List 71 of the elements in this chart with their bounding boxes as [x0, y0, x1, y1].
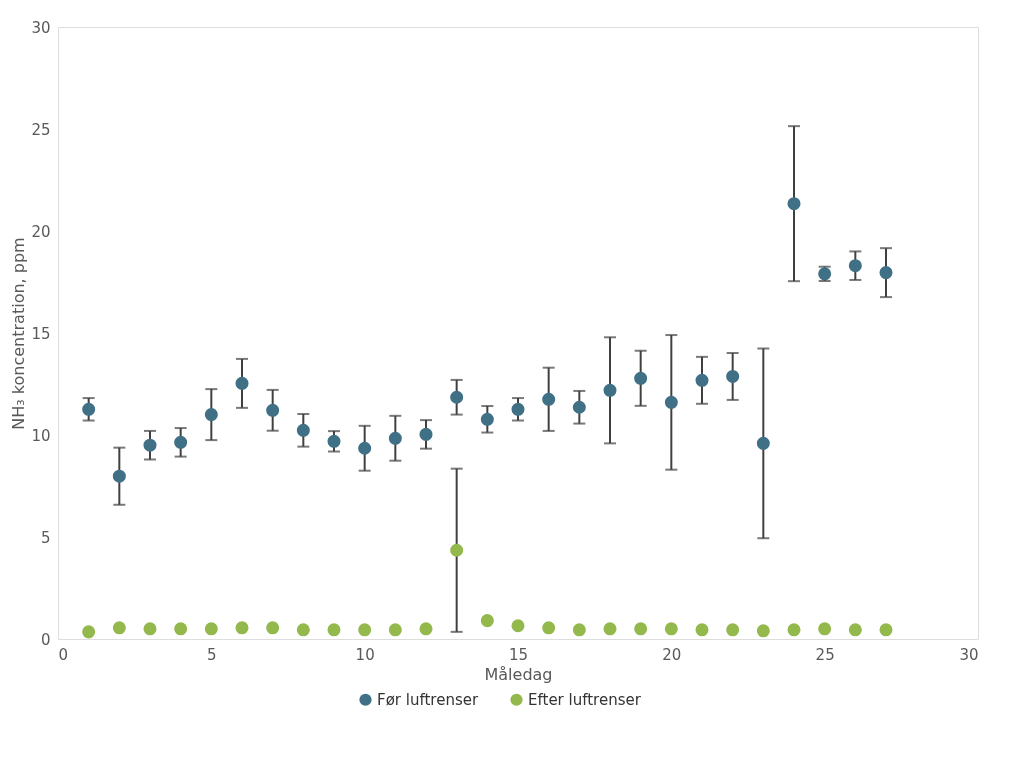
point — [572, 400, 586, 414]
point — [266, 621, 280, 635]
point — [112, 469, 126, 483]
y-axis-title: NH₃ koncentration, ppm — [9, 237, 29, 430]
point — [143, 622, 157, 636]
legend-label: Efter luftrenser — [528, 690, 642, 709]
point — [235, 621, 249, 635]
point — [572, 623, 586, 637]
point — [112, 621, 126, 635]
y-tick-label: 25 — [31, 120, 51, 139]
point — [480, 614, 494, 628]
point — [204, 408, 218, 422]
point — [542, 392, 556, 406]
y-tick-label: 15 — [31, 324, 51, 343]
point — [634, 622, 648, 636]
point — [787, 623, 801, 637]
x-tick-label: 30 — [959, 645, 979, 664]
point — [450, 543, 464, 557]
point — [511, 402, 525, 416]
point — [603, 383, 617, 397]
point — [726, 623, 740, 637]
point — [664, 395, 678, 409]
point — [848, 623, 862, 637]
point — [664, 622, 678, 636]
point — [174, 622, 188, 636]
point — [296, 623, 310, 637]
y-tick-label: 0 — [40, 630, 51, 649]
point — [450, 390, 464, 404]
point — [82, 402, 96, 416]
y-tick-label: 20 — [31, 222, 51, 241]
point — [634, 371, 648, 385]
point — [296, 423, 310, 437]
point — [358, 441, 372, 455]
point — [327, 623, 341, 637]
x-axis-title: Måledag — [484, 664, 553, 684]
x-tick-label: 25 — [815, 645, 835, 664]
y-tick-label: 30 — [31, 18, 51, 37]
y-tick-label: 5 — [40, 528, 51, 547]
point — [235, 376, 249, 390]
point — [358, 623, 372, 637]
point — [419, 622, 433, 636]
point — [695, 373, 709, 387]
point — [726, 369, 740, 383]
point — [603, 622, 617, 636]
x-tick-label: 10 — [355, 645, 375, 664]
point — [787, 197, 801, 211]
point — [327, 434, 341, 448]
point — [388, 623, 402, 637]
point — [511, 619, 525, 633]
point — [480, 412, 494, 426]
x-tick-label: 15 — [508, 645, 529, 664]
point — [388, 431, 402, 445]
y-tick-label: 10 — [31, 426, 51, 445]
legend-label: Før luftrenser — [377, 690, 479, 709]
x-tick-label: 20 — [662, 645, 682, 664]
point — [266, 403, 280, 417]
point — [879, 623, 893, 637]
point — [143, 438, 157, 452]
point — [756, 624, 770, 638]
point — [818, 622, 832, 636]
x-tick-label: 0 — [58, 645, 69, 664]
point — [879, 266, 893, 280]
point — [756, 436, 770, 450]
x-tick-label: 5 — [207, 645, 217, 664]
point — [174, 435, 188, 449]
point — [542, 621, 556, 635]
point — [204, 622, 218, 636]
point — [82, 625, 96, 639]
point — [419, 427, 433, 441]
point — [695, 623, 709, 637]
point — [848, 259, 862, 273]
